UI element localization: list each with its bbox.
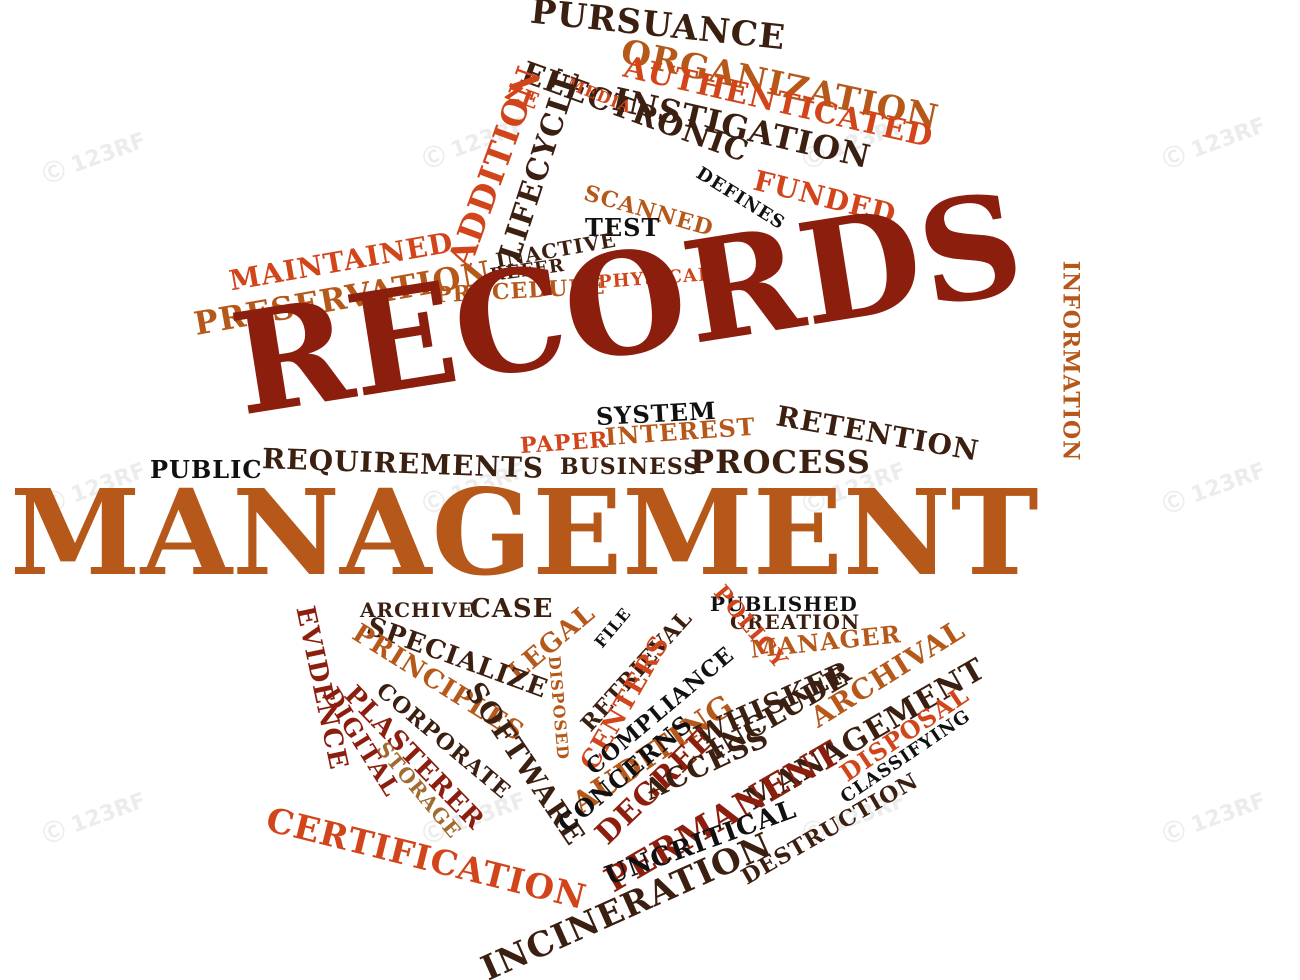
123rf-watermark-icon: Ⓒ 123RF [1159, 113, 1270, 174]
cloud-word: FILE [590, 603, 635, 652]
cloud-word: PROCESS [690, 443, 871, 481]
123rf-watermark-icon: Ⓒ 123RF [39, 128, 150, 189]
cloud-word: BUSINESS [560, 454, 701, 480]
123rf-watermark-icon: Ⓒ 123RF [1159, 788, 1270, 849]
cloud-word: CASE [470, 594, 554, 624]
cloud-word: MANAGEMENT [10, 463, 1039, 602]
123rf-watermark-icon: Ⓒ 123RF [1159, 458, 1270, 519]
cloud-word: CERTIFICATION [262, 799, 591, 919]
cloud-word: ARCHIVE [360, 598, 475, 622]
cloud-word: CREATION [730, 610, 861, 634]
cloud-word: PUBLISHED [710, 592, 858, 616]
cloud-word: INFORMATION [1057, 260, 1084, 462]
cloud-word: PUBLIC [150, 455, 263, 484]
cloud-word: DISPOSED [544, 655, 573, 761]
cloud-word: TEST [585, 213, 661, 242]
123rf-watermark-icon: Ⓒ 123RF [39, 788, 150, 849]
